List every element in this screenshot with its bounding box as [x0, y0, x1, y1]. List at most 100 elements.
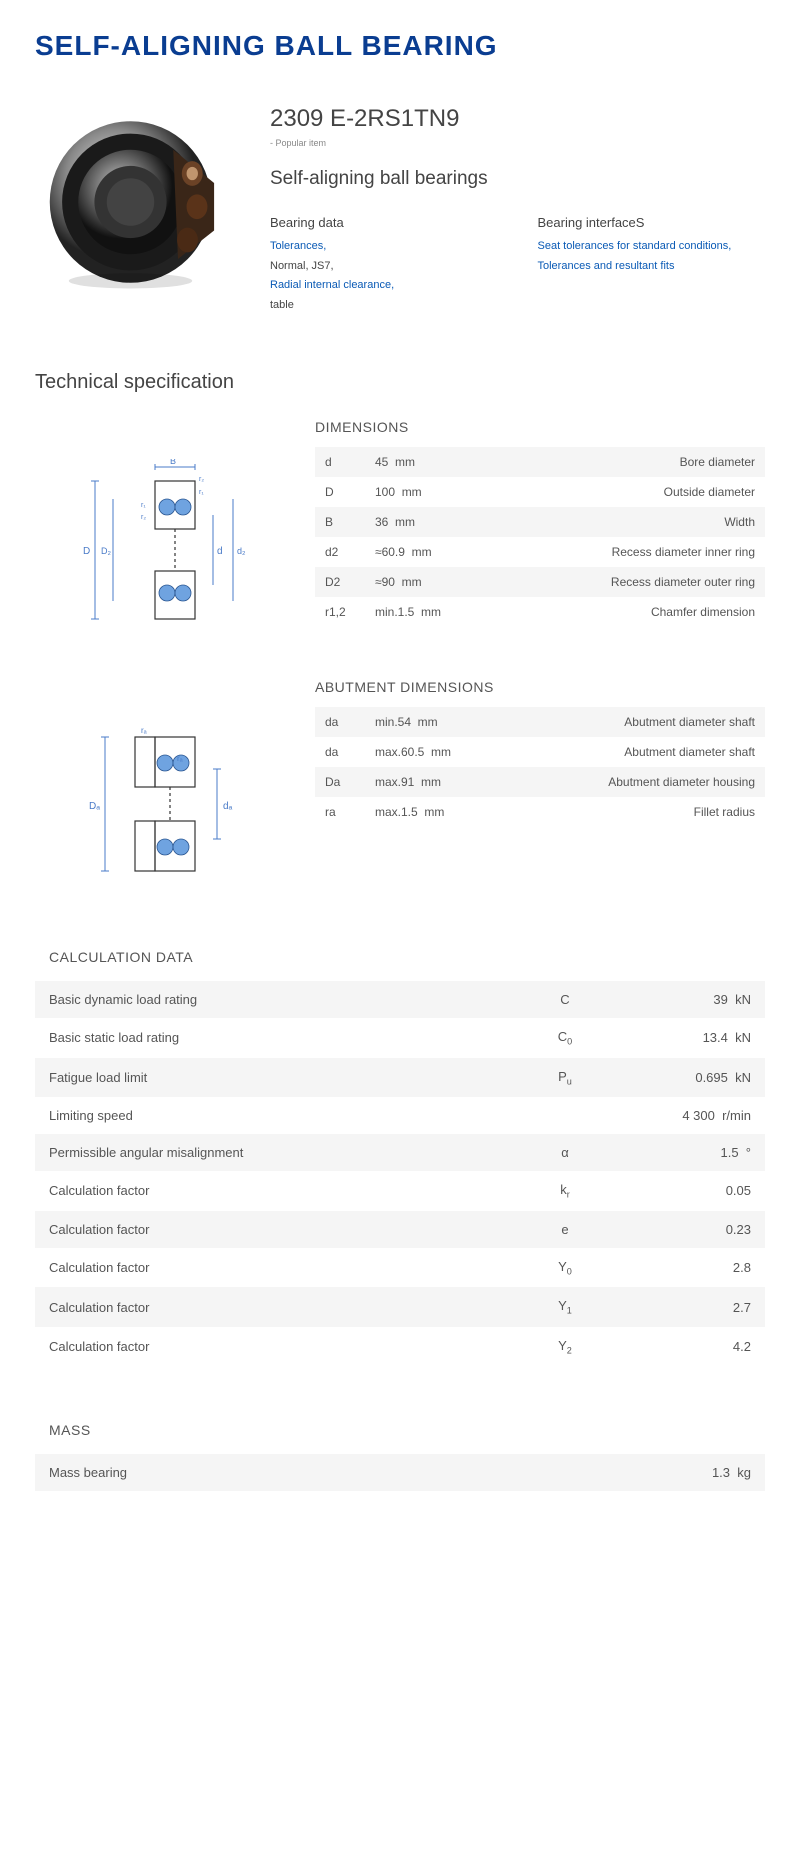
svg-text:B: B	[170, 459, 176, 466]
table-title: ABUTMENT DIMENSIONS	[315, 679, 765, 695]
svg-text:r₁: r₁	[141, 502, 146, 509]
table-row: Permissible angular misalignmentα1.5 °	[35, 1134, 765, 1171]
value: 2.8	[625, 1248, 765, 1288]
label: Basic static load rating	[35, 1018, 505, 1058]
value: 2.7	[625, 1287, 765, 1327]
table-row: Basic dynamic load ratingC39 kN	[35, 981, 765, 1018]
table-row: Limiting speed4 300 r/min	[35, 1097, 765, 1134]
section-title: Technical specification	[35, 371, 765, 394]
label: Mass bearing	[35, 1454, 505, 1491]
symbol: Y1	[505, 1287, 625, 1327]
description: Abutment diameter shaft	[465, 707, 765, 737]
description: Abutment diameter shaft	[465, 737, 765, 767]
value: 39 kN	[625, 981, 765, 1018]
table-title: DIMENSIONS	[315, 419, 765, 435]
label: Calculation factor	[35, 1171, 505, 1211]
table-row: B36 mmWidth	[315, 507, 765, 537]
value: 0.23	[625, 1211, 765, 1248]
product-subtitle: Self-aligning ball bearings	[270, 168, 765, 190]
symbol: D2	[315, 567, 365, 597]
description: Width	[465, 507, 765, 537]
svg-text:D: D	[83, 546, 90, 557]
dimensions-block: B r₂ r₁ r₁ r₂ D D₂	[35, 419, 765, 639]
svg-text:rₐ: rₐ	[141, 726, 148, 735]
svg-text:r₂: r₂	[199, 476, 204, 483]
table-row: Damax.91 mmAbutment diameter housing	[315, 767, 765, 797]
table-row: Calculation factore0.23	[35, 1211, 765, 1248]
description: Abutment diameter housing	[465, 767, 765, 797]
link[interactable]: Tolerances,	[270, 238, 498, 255]
link[interactable]: Radial internal clearance,	[270, 277, 498, 294]
table-row: damin.54 mmAbutment diameter shaft	[315, 707, 765, 737]
symbol: α	[505, 1134, 625, 1171]
description: Chamfer dimension	[465, 597, 765, 627]
table-row: Fatigue load limitPu0.695 kN	[35, 1058, 765, 1098]
product-image	[35, 97, 245, 307]
value: 13.4 kN	[625, 1018, 765, 1058]
label: Fatigue load limit	[35, 1058, 505, 1098]
popular-tag: - Popular item	[270, 138, 765, 148]
value: 45 mm	[365, 447, 465, 477]
value: 1.3 kg	[625, 1454, 765, 1491]
link[interactable]: Tolerances and resultant fits	[538, 258, 766, 275]
table-row: D100 mmOutside diameter	[315, 477, 765, 507]
table-row: D2≈90 mmRecess diameter outer ring	[315, 567, 765, 597]
svg-text:r₁: r₁	[199, 489, 204, 496]
table-row: damax.60.5 mmAbutment diameter shaft	[315, 737, 765, 767]
label: Calculation factor	[35, 1211, 505, 1248]
value: 36 mm	[365, 507, 465, 537]
symbol: Y0	[505, 1248, 625, 1288]
link[interactable]: Seat tolerances for standard conditions,	[538, 238, 766, 255]
table-row: Mass bearing 1.3 kg	[35, 1454, 765, 1491]
page-title: SELF-ALIGNING BALL BEARING	[35, 30, 765, 62]
description: Recess diameter inner ring	[465, 537, 765, 567]
symbol: ra	[315, 797, 365, 827]
value: 100 mm	[365, 477, 465, 507]
table-row: Calculation factorkr0.05	[35, 1171, 765, 1211]
symbol: da	[315, 707, 365, 737]
col-head: Bearing interfaceS	[538, 215, 766, 230]
svg-text:D₂: D₂	[101, 546, 111, 556]
symbol: C	[505, 981, 625, 1018]
value: 0.695 kN	[625, 1058, 765, 1098]
calculation-table: Basic dynamic load ratingC39 kNBasic sta…	[35, 981, 765, 1367]
symbol: Y2	[505, 1327, 625, 1367]
label: Calculation factor	[35, 1327, 505, 1367]
table-title: CALCULATION DATA	[35, 949, 765, 965]
value: max.91 mm	[365, 767, 465, 797]
svg-text:dₐ: dₐ	[223, 801, 233, 812]
table-row: Calculation factorY24.2	[35, 1327, 765, 1367]
label: Calculation factor	[35, 1287, 505, 1327]
table-row: r1,2min.1.5 mmChamfer dimension	[315, 597, 765, 627]
svg-text:d₂: d₂	[237, 546, 246, 556]
mass-table: Mass bearing 1.3 kg	[35, 1454, 765, 1491]
col-head: Bearing data	[270, 215, 498, 230]
table-row: d45 mmBore diameter	[315, 447, 765, 477]
table-title: MASS	[35, 1422, 765, 1438]
symbol: d2	[315, 537, 365, 567]
text: table	[270, 297, 498, 314]
header: 2309 E-2RS1TN9 - Popular item Self-align…	[35, 97, 765, 316]
description: Recess diameter outer ring	[465, 567, 765, 597]
link-list: Tolerances,Normal, JS7,Radial internal c…	[270, 238, 498, 313]
value: 4.2	[625, 1327, 765, 1367]
abutment-block: rₐ rₐ Dₐ dₐ ABUTMENT DIMENSIONS damin.54…	[35, 679, 765, 889]
label: Calculation factor	[35, 1248, 505, 1288]
calculation-section: CALCULATION DATA Basic dynamic load rati…	[35, 949, 765, 1367]
label: Permissible angular misalignment	[35, 1134, 505, 1171]
symbol: kr	[505, 1171, 625, 1211]
table-row: d2≈60.9 mmRecess diameter inner ring	[315, 537, 765, 567]
abutment-table: damin.54 mmAbutment diameter shaftdamax.…	[315, 707, 765, 827]
table-row: Calculation factorY12.7	[35, 1287, 765, 1327]
product-info: 2309 E-2RS1TN9 - Popular item Self-align…	[270, 97, 765, 316]
label: Limiting speed	[35, 1097, 505, 1134]
value: min.54 mm	[365, 707, 465, 737]
dimensions-table: d45 mmBore diameterD100 mmOutside diamet…	[315, 447, 765, 627]
bearing-interfaces-col: Bearing interfaceS Seat tolerances for s…	[538, 215, 766, 316]
label: Basic dynamic load rating	[35, 981, 505, 1018]
model-number: 2309 E-2RS1TN9	[270, 105, 765, 133]
symbol: e	[505, 1211, 625, 1248]
symbol	[505, 1097, 625, 1134]
symbol: B	[315, 507, 365, 537]
symbol: r1,2	[315, 597, 365, 627]
